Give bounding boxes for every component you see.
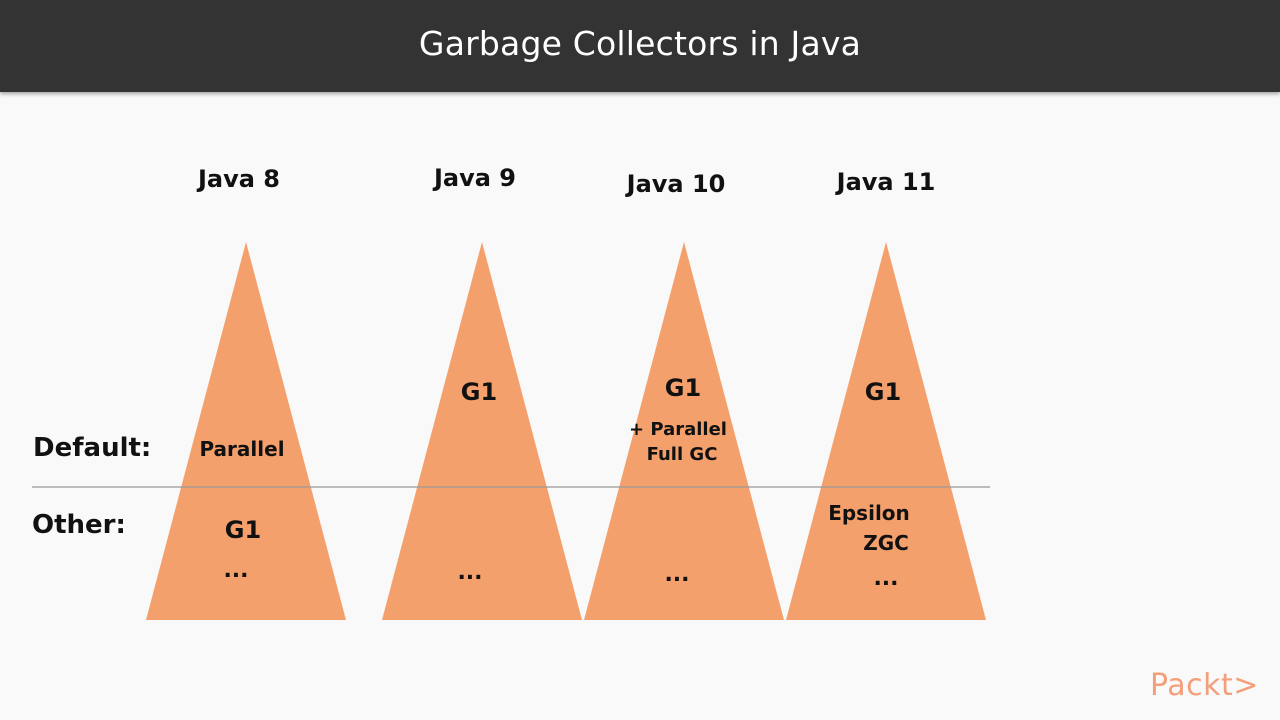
packt-logo: Packt> — [1150, 668, 1259, 703]
version-label-java-10: Java 10 — [626, 170, 726, 198]
version-label-java-8: Java 8 — [197, 165, 281, 193]
java-11-default-gc: G1 — [864, 378, 902, 406]
version-label-java-9: Java 9 — [433, 164, 517, 192]
java-8-other-gc: G1 — [224, 516, 262, 544]
java-8-default-gc: Parallel — [199, 437, 285, 461]
java-11-other-more: ... — [873, 566, 899, 591]
version-label-java-11: Java 11 — [836, 168, 936, 196]
triangle-java-8 — [146, 242, 346, 620]
triangle-java-10 — [584, 242, 784, 620]
triangle-java-9 — [382, 242, 582, 620]
slide-title: Garbage Collectors in Java — [418, 24, 862, 63]
java-10-other-more: ... — [664, 562, 690, 587]
java-11-other-gc-2: ZGC — [863, 531, 909, 555]
java-9-other-more: ... — [457, 560, 483, 585]
java-10-default-extra: + Parallel — [629, 419, 727, 440]
java-10-default-extra-2: Full GC — [646, 444, 718, 465]
java-11-other-gc-1: Epsilon — [828, 501, 910, 525]
java-10-default-gc: G1 — [664, 374, 702, 402]
java-8-other-more: ... — [223, 558, 249, 583]
default-row-label: Default: — [33, 433, 152, 463]
title-bar: Garbage Collectors in Java — [0, 0, 1280, 92]
other-row-label: Other: — [32, 510, 126, 540]
triangle-java-11 — [786, 242, 986, 620]
java-9-default-gc: G1 — [460, 378, 498, 406]
